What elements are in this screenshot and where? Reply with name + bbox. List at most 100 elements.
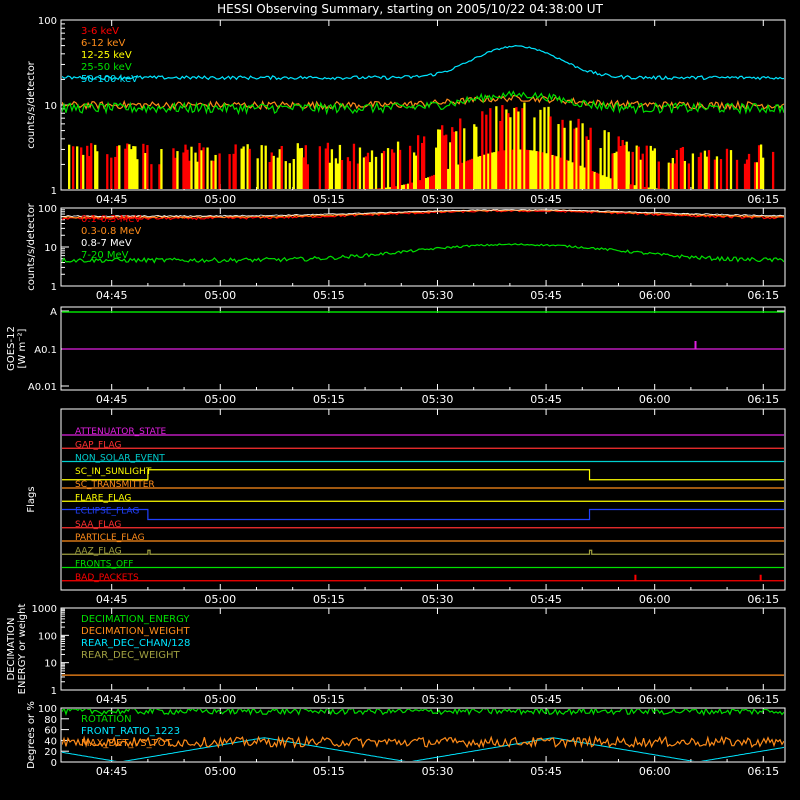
series-bar bbox=[382, 150, 386, 189]
series-bar bbox=[96, 151, 99, 189]
series-bar bbox=[423, 136, 426, 189]
series-bar bbox=[408, 145, 412, 189]
series-bar bbox=[459, 118, 462, 189]
series-bar bbox=[593, 171, 596, 189]
series-bar bbox=[631, 151, 634, 189]
x-tick-label: 05:45 bbox=[530, 765, 562, 778]
series-bar bbox=[144, 152, 147, 189]
series-bar bbox=[278, 149, 281, 189]
series-bar bbox=[132, 146, 135, 189]
series-bar bbox=[651, 150, 654, 189]
series-bar bbox=[368, 162, 372, 189]
bad-packet-mark bbox=[759, 574, 762, 581]
series-bar bbox=[573, 128, 576, 189]
panel-2: 04:45 05:00 05:15 05:30 05:45 06:00 06:15 count… bbox=[26, 202, 786, 302]
y-tick-label: 1 bbox=[51, 686, 57, 697]
series-bar bbox=[264, 145, 267, 189]
series-bar bbox=[427, 177, 430, 189]
flag-label-bad-packets: BAD_PACKETS bbox=[75, 573, 139, 583]
series-bar bbox=[535, 151, 538, 189]
series-bar bbox=[390, 149, 394, 189]
x-tick-label: 06:00 bbox=[639, 289, 671, 302]
y-tick-label: 1 bbox=[51, 282, 57, 293]
x-tick-label: 05:15 bbox=[313, 289, 345, 302]
y-tick-label: 10 bbox=[44, 243, 57, 254]
series-bar bbox=[675, 149, 679, 189]
flag-trace-eclipse-flag bbox=[62, 508, 784, 521]
series-bar bbox=[356, 163, 360, 189]
series-bar bbox=[280, 145, 283, 189]
series-bar bbox=[284, 161, 287, 189]
series-bar bbox=[364, 156, 368, 189]
series-line-max-det bbox=[62, 735, 784, 749]
legend-rear-dec-weight: REAR_DEC_WEIGHT bbox=[81, 650, 180, 661]
series-bar bbox=[491, 152, 494, 189]
series-bar bbox=[380, 153, 384, 189]
x-tick-label: 05:30 bbox=[422, 193, 454, 206]
traces bbox=[62, 209, 784, 264]
y-tick-label: 100 bbox=[38, 631, 57, 642]
x-tick-label: 05:30 bbox=[422, 765, 454, 778]
series-bar bbox=[557, 124, 560, 189]
x-tick-label: 05:00 bbox=[204, 593, 236, 606]
series-bar bbox=[392, 152, 396, 189]
series-bar bbox=[629, 184, 632, 189]
legend-0-3-0-8-mev: 0.3-0.8 MeV bbox=[81, 226, 141, 237]
panel-4: 04:45 05:00 05:15 05:30 05:45 06:00 06:15 Flags… bbox=[26, 408, 786, 606]
series-bar bbox=[575, 127, 578, 189]
series-bar bbox=[445, 134, 448, 189]
series-bar bbox=[212, 160, 215, 189]
series-bar bbox=[206, 147, 209, 189]
series-bar bbox=[483, 154, 486, 189]
y-axis-label-2: ENERGY or weight bbox=[17, 604, 28, 695]
series-bar bbox=[418, 180, 422, 189]
series-bar bbox=[324, 148, 328, 189]
series-bar bbox=[479, 155, 482, 189]
x-tick-label: 06:15 bbox=[747, 289, 779, 302]
series-bar bbox=[451, 127, 454, 189]
series-bar bbox=[404, 184, 408, 189]
series-bar bbox=[515, 107, 518, 189]
x-tick-label: 06:15 bbox=[747, 693, 779, 706]
series-bar bbox=[579, 165, 582, 189]
series-bar bbox=[232, 153, 235, 189]
series-bar bbox=[242, 146, 245, 189]
series-bar bbox=[753, 162, 757, 189]
y-tick-label: A bbox=[50, 307, 57, 318]
series-bar bbox=[533, 117, 536, 189]
series-bar bbox=[635, 145, 638, 189]
y-axis-label: DECIMATION bbox=[6, 617, 17, 680]
x-tick-label: 05:45 bbox=[530, 289, 562, 302]
series-bar bbox=[743, 163, 747, 189]
series-bar bbox=[248, 148, 251, 189]
flag-label-flare-flag: FLARE_FLAG bbox=[75, 493, 131, 503]
series-bar bbox=[76, 146, 79, 189]
x-tick-label: 05:45 bbox=[530, 393, 562, 406]
series-bar bbox=[653, 148, 656, 189]
series-bar bbox=[302, 157, 305, 189]
flag-label-gap-flag: GAP_FLAG bbox=[75, 440, 121, 450]
panel-1: 04:45 05:00 05:15 05:30 05:45 06:00 06:15 count… bbox=[26, 16, 786, 206]
legend-front-ratio-1223: FRONT_RATIO_1223 bbox=[81, 726, 180, 737]
x-tick-label: 05:45 bbox=[530, 593, 562, 606]
series-bar bbox=[118, 145, 121, 189]
series-line-7-20mev bbox=[62, 243, 784, 264]
series-bar bbox=[260, 145, 263, 189]
x-tick-label: 04:45 bbox=[96, 393, 128, 406]
y-tick-label: 1000 bbox=[32, 604, 57, 615]
series-bar bbox=[158, 164, 161, 189]
flag-trace-aaz-flag bbox=[62, 549, 784, 555]
legend-0-1-0-3-mev: 0.1-0.3 MeV bbox=[81, 214, 141, 225]
x-tick-label: 06:00 bbox=[639, 193, 671, 206]
legend-rear-dec-chan-128: REAR_DEC_CHAN/128 bbox=[81, 638, 190, 649]
series-bar bbox=[240, 148, 243, 189]
series-bar bbox=[72, 146, 75, 189]
x-tick-label: 04:45 bbox=[96, 693, 128, 706]
series-bar bbox=[715, 156, 719, 189]
series-bar bbox=[455, 131, 458, 189]
series-bar bbox=[172, 148, 175, 189]
series-bar bbox=[116, 146, 119, 189]
series-bar bbox=[549, 116, 552, 189]
series-bar bbox=[489, 108, 492, 189]
series-bar bbox=[292, 159, 295, 189]
